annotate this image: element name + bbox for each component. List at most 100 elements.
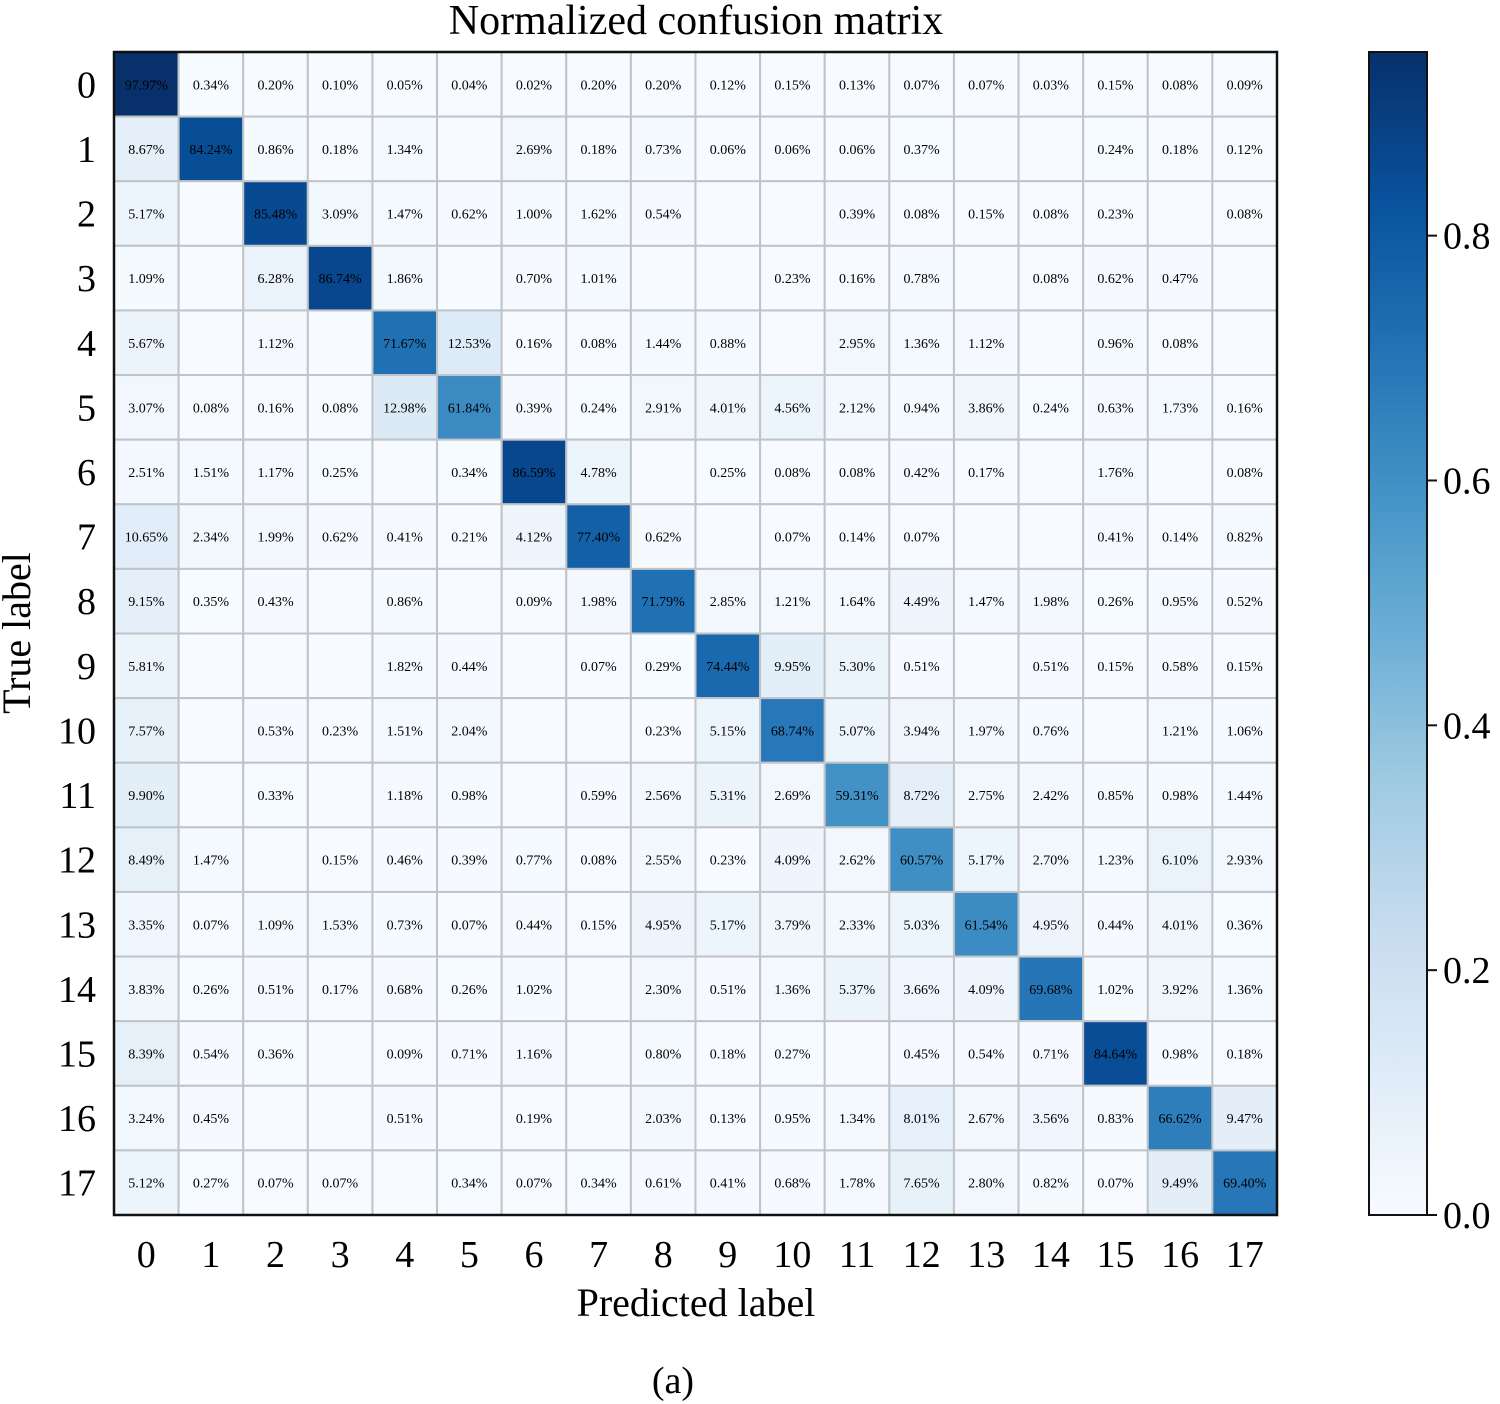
cell-value-label: 0.95%	[1162, 595, 1199, 610]
cell-value-label: 8.39%	[128, 1047, 165, 1062]
matrix-cell	[952, 632, 1020, 700]
cell-value-label: 1.21%	[1162, 724, 1199, 739]
cell-value-label: 0.23%	[645, 724, 682, 739]
matrix-cell	[371, 890, 439, 958]
cell-value-label: 0.15%	[580, 918, 617, 933]
cell-value-label: 0.08%	[839, 466, 876, 481]
matrix-cell	[1211, 1084, 1279, 1152]
matrix-cell	[565, 1149, 632, 1217]
matrix-cell	[242, 1084, 309, 1152]
cell-value-label: 84.24%	[189, 143, 233, 158]
matrix-cell	[952, 955, 1020, 1023]
cell-value-label: 0.71%	[1033, 1047, 1070, 1062]
x-tick-label: 12	[903, 1234, 941, 1276]
cell-value-label: 0.21%	[451, 531, 488, 546]
matrix-cell	[177, 244, 245, 312]
cell-value-label: 1.12%	[257, 337, 294, 352]
cell-value-label: 0.08%	[1033, 272, 1070, 287]
cell-value-label: 6.28%	[257, 272, 294, 287]
cell-value-label: 0.14%	[839, 531, 876, 546]
matrix-cell	[1082, 890, 1149, 958]
matrix-cell	[565, 697, 632, 764]
cell-value-label: 0.51%	[710, 983, 747, 998]
matrix-cell	[177, 309, 245, 377]
matrix-cell	[113, 374, 180, 441]
cell-value-label: 0.17%	[322, 983, 359, 998]
cell-value-label: 0.13%	[839, 78, 876, 93]
matrix-cell	[177, 761, 245, 829]
matrix-cell	[629, 567, 697, 635]
matrix-cell	[306, 632, 374, 700]
cell-value-label: 0.85%	[1097, 789, 1134, 804]
cell-value-label: 0.07%	[580, 660, 617, 675]
cell-value-label: 10.65%	[125, 531, 169, 546]
cell-value-label: 0.16%	[1227, 401, 1264, 416]
matrix-cell	[629, 761, 697, 829]
cell-value-label: 71.79%	[642, 595, 686, 610]
cell-value-label: 0.26%	[451, 983, 488, 998]
matrix-cell	[629, 1020, 697, 1087]
cell-value-label: 0.88%	[710, 337, 747, 352]
cell-value-label: 0.39%	[516, 401, 553, 416]
matrix-cell	[565, 955, 632, 1023]
matrix-cell	[759, 244, 826, 312]
matrix-cell	[500, 632, 568, 700]
cell-value-label: 3.94%	[904, 724, 941, 739]
cell-value-label: 1.21%	[774, 595, 811, 610]
cell-value-label: 0.62%	[451, 208, 488, 223]
cell-value-label: 0.09%	[387, 1047, 424, 1062]
cell-value-label: 0.13%	[710, 1112, 747, 1127]
cell-value-label: 2.62%	[839, 854, 876, 869]
matrix-cell	[694, 244, 762, 312]
cell-value-label: 0.15%	[1097, 78, 1134, 93]
x-tick-label: 17	[1226, 1234, 1264, 1276]
cell-value-label: 4.09%	[774, 854, 811, 869]
cell-value-label: 9.49%	[1162, 1177, 1199, 1192]
matrix-cell	[1082, 438, 1149, 506]
cell-value-label: 0.54%	[193, 1047, 230, 1062]
cell-value-label: 1.09%	[257, 918, 294, 933]
cell-value-label: 0.15%	[968, 208, 1005, 223]
matrix-cell	[565, 632, 632, 700]
matrix-cell	[565, 1084, 632, 1152]
cell-value-label: 0.33%	[257, 789, 294, 804]
matrix-cell	[371, 955, 439, 1023]
cell-value-label: 4.56%	[774, 401, 811, 416]
cell-value-label: 0.98%	[451, 789, 488, 804]
matrix-cell	[306, 503, 374, 570]
matrix-cell	[694, 955, 762, 1023]
colorbar-tick-label: 0.6	[1443, 460, 1491, 502]
cell-value-label: 1.62%	[580, 208, 617, 223]
cell-value-label: 0.10%	[322, 78, 359, 93]
matrix-cell	[888, 1020, 955, 1087]
cell-value-label: 0.17%	[968, 466, 1005, 481]
cell-value-label: 3.56%	[1033, 1112, 1070, 1127]
cell-value-label: 4.78%	[580, 466, 617, 481]
matrix-cell	[629, 1149, 697, 1217]
matrix-cell	[500, 309, 568, 377]
y-tick-label: 6	[77, 452, 96, 494]
cell-value-label: 0.12%	[1227, 143, 1264, 158]
cell-value-label: 0.08%	[1162, 78, 1199, 93]
cell-value-label: 0.29%	[645, 660, 682, 675]
cell-value-label: 0.08%	[580, 337, 617, 352]
cell-value-label: 0.20%	[257, 78, 294, 93]
matrix-cell	[823, 890, 891, 958]
matrix-cell	[177, 567, 245, 635]
cell-value-label: 5.81%	[128, 660, 165, 675]
cell-value-label: 0.02%	[516, 78, 553, 93]
cell-value-label: 1.47%	[387, 208, 424, 223]
matrix-cell	[759, 697, 826, 764]
cell-value-label: 1.23%	[1097, 854, 1134, 869]
cell-value-label: 0.03%	[1033, 78, 1070, 93]
cell-value-label: 4.01%	[1162, 918, 1199, 933]
matrix-cell	[823, 567, 891, 635]
chart-title: Normalized confusion matrix	[449, 0, 944, 44]
cell-value-label: 0.44%	[1097, 918, 1134, 933]
cell-value-label: 1.98%	[580, 595, 617, 610]
cell-value-label: 1.09%	[128, 272, 165, 287]
matrix-cell	[436, 51, 503, 118]
cell-value-label: 3.07%	[128, 401, 165, 416]
cell-value-label: 0.08%	[774, 466, 811, 481]
cell-value-label: 66.62%	[1158, 1112, 1202, 1127]
